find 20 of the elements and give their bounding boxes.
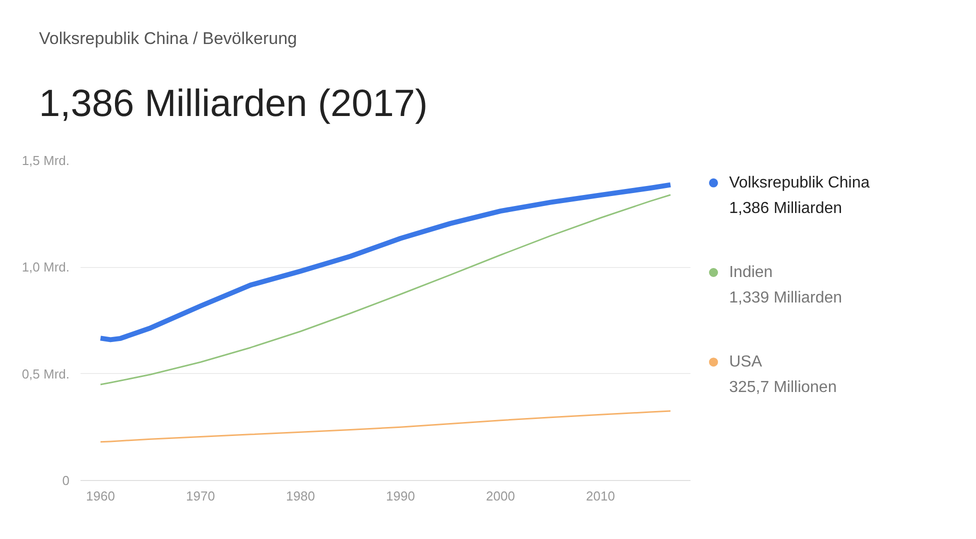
text: 1,386 Milliarden <box>729 200 842 217</box>
line-series <box>100 410 672 443</box>
y-tick-label: 0,5 Mrd. <box>22 366 70 382</box>
x-tick-label: 1970 <box>186 488 215 504</box>
legend-label: USA <box>729 354 762 371</box>
chart-title: Volksrepublik China / Bevölkerung <box>39 28 297 50</box>
x-tick-label: 1980 <box>286 488 315 504</box>
x-tick-label: 1960 <box>86 488 115 504</box>
x-tick-label: 2010 <box>586 488 615 504</box>
legend-label: Volksrepublik China <box>729 174 870 192</box>
chart-subtitle: 1,386 Milliarden (2017) <box>39 82 428 127</box>
y-tick-label: 0 <box>62 473 70 488</box>
y-tick-label: 1,0 Mrd. <box>22 260 70 275</box>
legend-label: Indien <box>729 264 773 281</box>
text: 1,339 Milliarden <box>729 290 842 307</box>
line-series <box>100 194 672 386</box>
x-tick-label: 2000 <box>486 488 515 504</box>
x-tick-label: 1990 <box>386 488 415 504</box>
text: 325,7 Millionen <box>729 379 837 396</box>
y-tick-label: 1,5 Mrd. <box>22 153 70 168</box>
